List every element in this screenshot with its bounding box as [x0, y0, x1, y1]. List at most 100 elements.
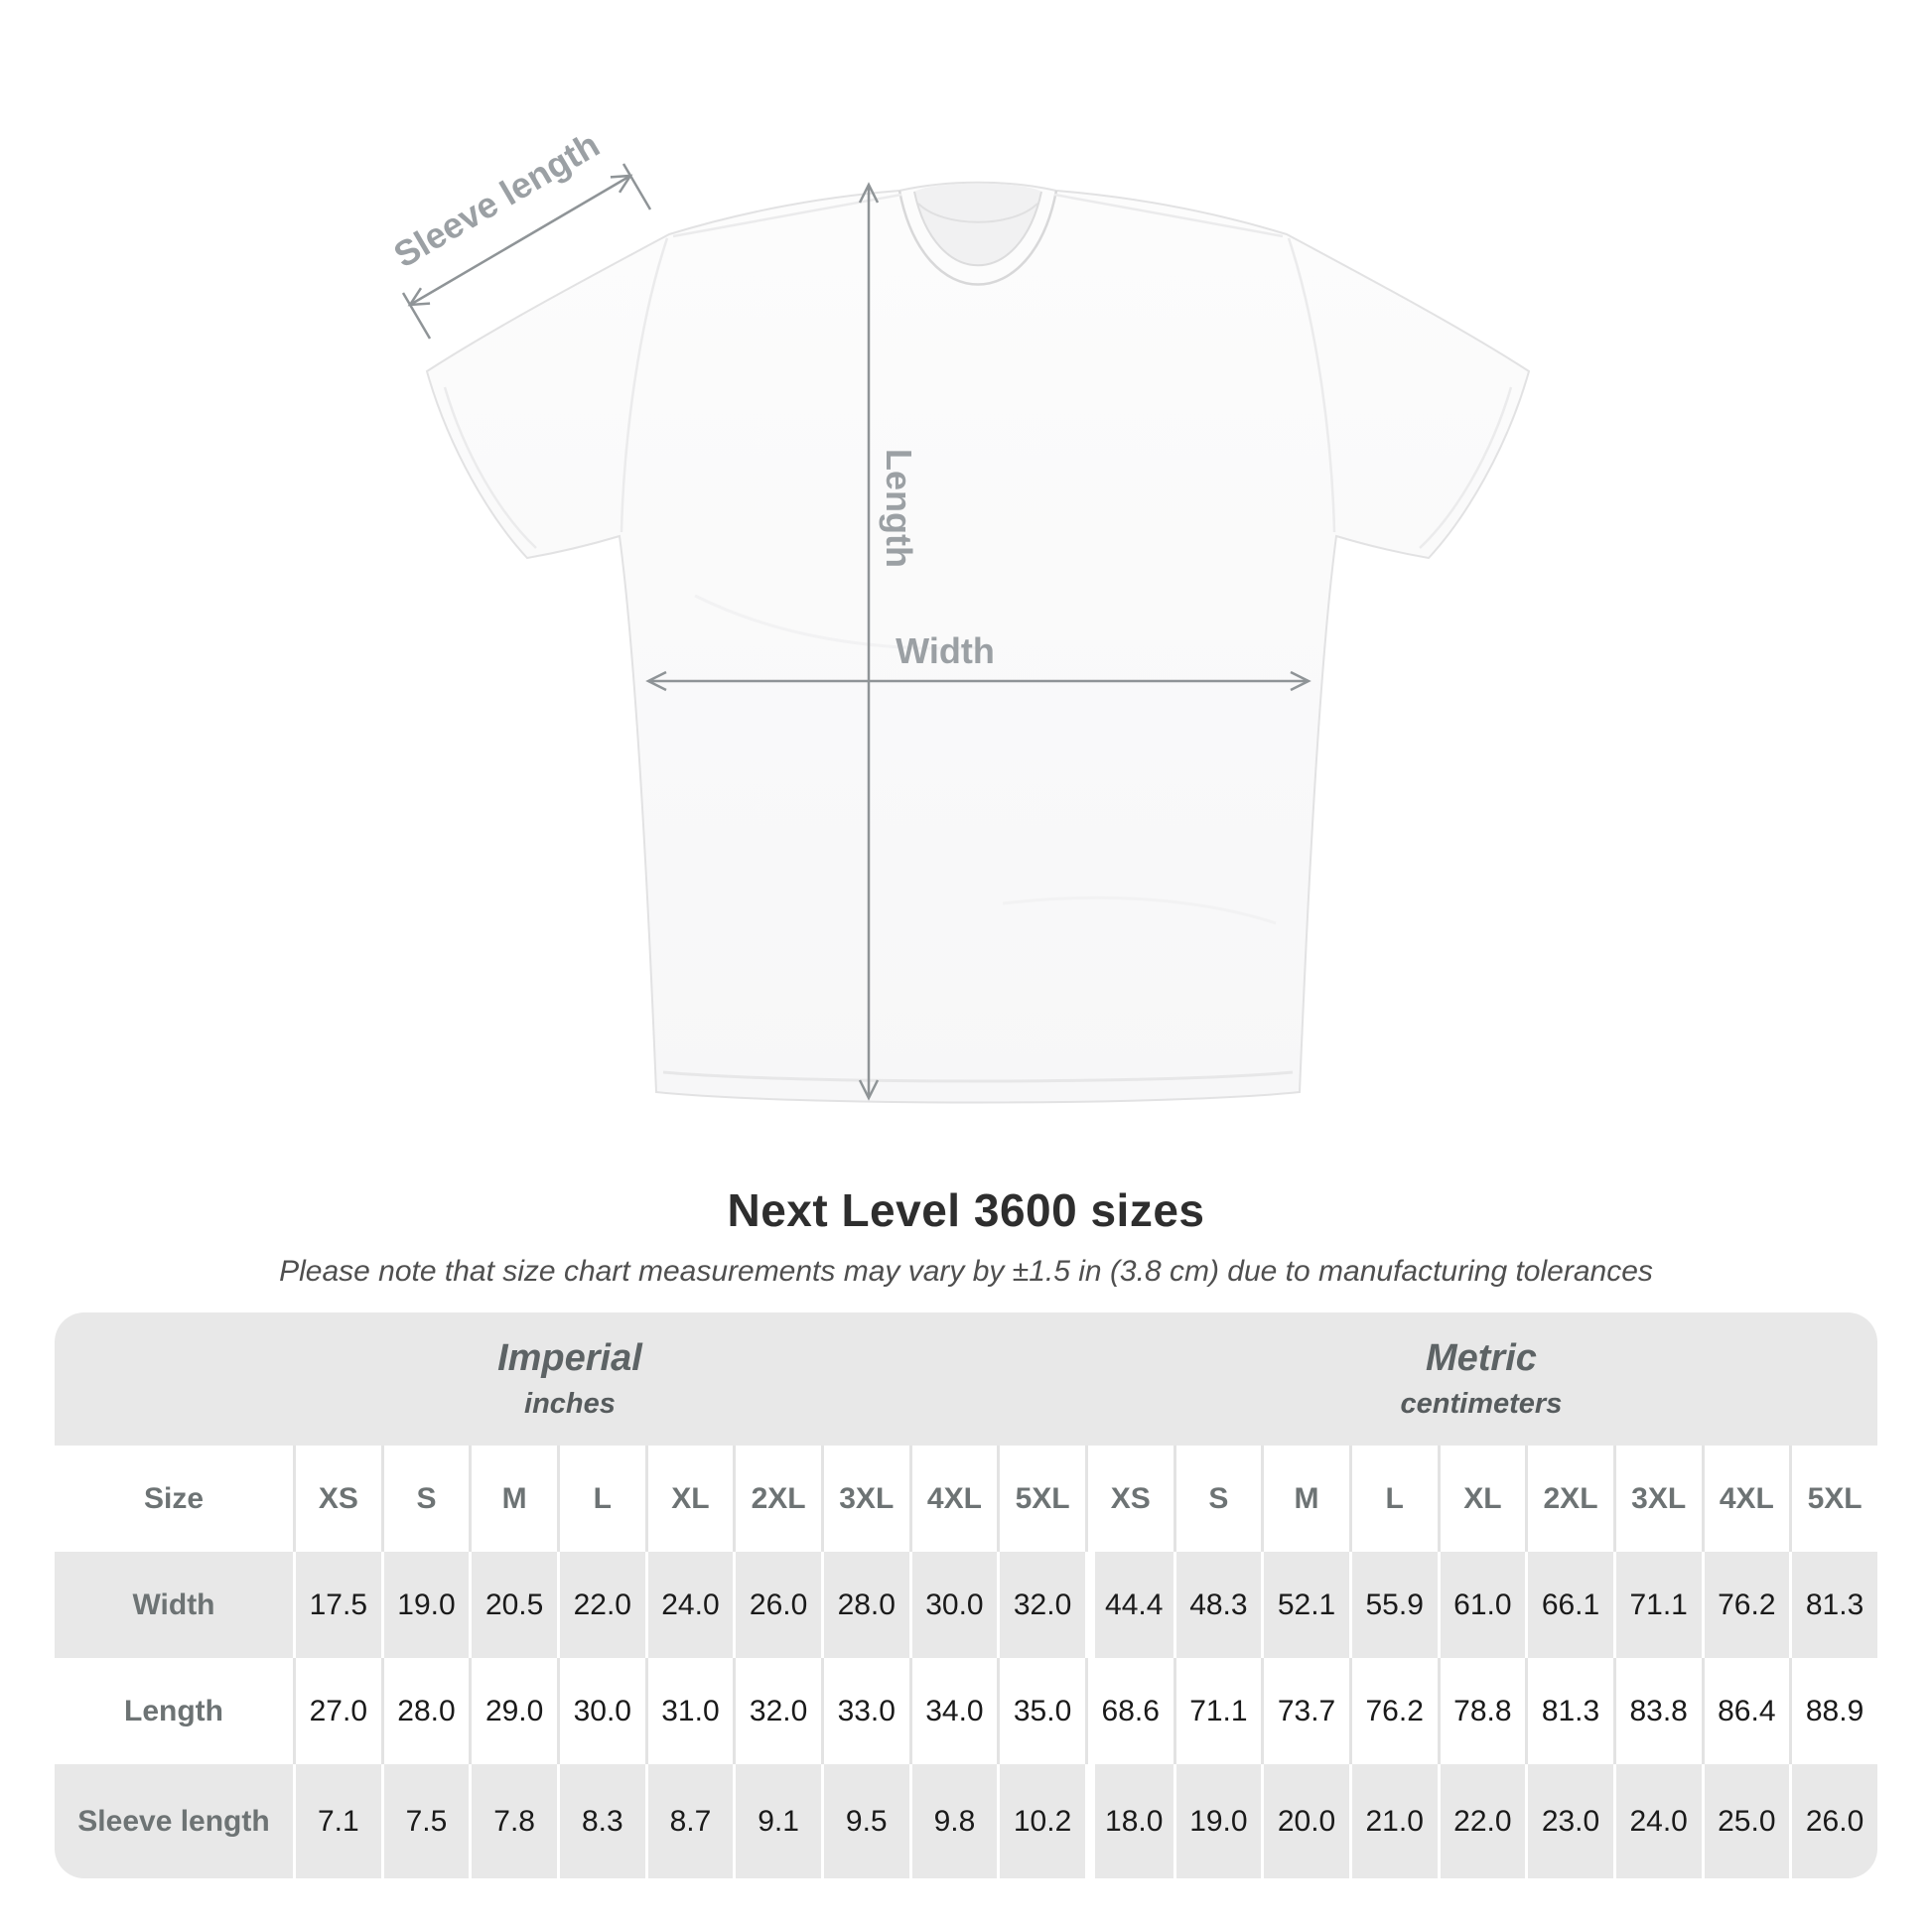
size-value-cell: 24.0 — [1612, 1764, 1702, 1878]
size-value-cell: 10.2 — [997, 1764, 1085, 1878]
size-value-cell: 44.4 — [1084, 1552, 1173, 1658]
left-cuff-stitch — [443, 386, 537, 549]
sleeve-length-tick — [401, 292, 432, 340]
column-header: L — [556, 1446, 645, 1552]
size-value-cell: 83.8 — [1612, 1658, 1702, 1764]
column-header: 2XL — [733, 1446, 821, 1552]
metric-group-header: Metric centimeters — [1084, 1312, 1877, 1446]
row-label-length: Length — [124, 1694, 223, 1727]
tshirt-body — [425, 181, 1531, 1104]
right-sleeve-seam — [1287, 237, 1336, 533]
column-header: XS — [1084, 1446, 1173, 1552]
size-value-cell: 28.0 — [380, 1658, 470, 1764]
sleeve-length-row: Sleeve length 7.1 7.5 7.8 8.3 8.7 9.1 9.… — [55, 1764, 1877, 1878]
length-row: Length 27.0 28.0 29.0 30.0 31.0 32.0 33.… — [55, 1658, 1877, 1764]
size-value-cell: 25.0 — [1701, 1764, 1790, 1878]
column-header: M — [1261, 1446, 1349, 1552]
column-header: 4XL — [908, 1446, 998, 1552]
size-value-cell: 8.7 — [644, 1764, 734, 1878]
size-value-cell: 73.7 — [1261, 1658, 1349, 1764]
size-value-cell: 81.3 — [1789, 1552, 1877, 1658]
column-header: 3XL — [1612, 1446, 1702, 1552]
page-title: Next Level 3600 sizes — [727, 1184, 1205, 1236]
collar-opening — [914, 183, 1041, 266]
column-header: 4XL — [1701, 1446, 1790, 1552]
size-value-cell: 81.3 — [1525, 1658, 1613, 1764]
column-header: S — [380, 1446, 470, 1552]
column-header: XL — [1437, 1446, 1526, 1552]
size-value-cell: 32.0 — [733, 1658, 821, 1764]
size-value-cell: 7.5 — [380, 1764, 470, 1878]
column-header: XL — [644, 1446, 734, 1552]
sleeve-length-tick — [621, 163, 652, 210]
column-header: 5XL — [1789, 1446, 1877, 1552]
size-value-cell: 33.0 — [820, 1658, 909, 1764]
left-sleeve-seam — [620, 237, 669, 533]
size-value-cell: 86.4 — [1701, 1658, 1790, 1764]
size-value-cell: 34.0 — [908, 1658, 998, 1764]
column-header: L — [1348, 1446, 1438, 1552]
width-label: Width — [896, 630, 995, 671]
size-value-cell: 7.1 — [293, 1764, 381, 1878]
collar-back-seam — [917, 203, 1038, 223]
size-value-cell: 26.0 — [733, 1552, 821, 1658]
size-value-cell: 8.3 — [556, 1764, 645, 1878]
hem-stitch — [662, 1070, 1294, 1083]
right-cuff-stitch — [1419, 386, 1513, 549]
column-header: S — [1173, 1446, 1262, 1552]
size-value-cell: 76.2 — [1348, 1658, 1438, 1764]
size-value-cell: 61.0 — [1437, 1552, 1526, 1658]
size-value-cell: 66.1 — [1525, 1552, 1613, 1658]
tolerance-note: Please note that size chart measurements… — [279, 1255, 1653, 1288]
metric-unit-label: centimeters — [1400, 1388, 1563, 1421]
collar-inner-edge — [913, 191, 1042, 266]
size-value-cell: 27.0 — [293, 1658, 381, 1764]
size-value-cell: 22.0 — [556, 1552, 645, 1658]
unit-header-row: Imperial inches Metric centimeters — [55, 1312, 1877, 1446]
size-value-cell: 52.1 — [1261, 1552, 1349, 1658]
size-table: Imperial inches Metric centimeters Size … — [55, 1312, 1877, 1878]
sleeve-length-label: Sleeve length — [387, 124, 607, 276]
imperial-label: Imperial — [497, 1336, 642, 1379]
column-header: XS — [293, 1446, 381, 1552]
size-value-cell: 55.9 — [1348, 1552, 1438, 1658]
sleeve-length-dimension-line — [407, 174, 633, 307]
size-value-cell: 31.0 — [644, 1658, 734, 1764]
size-value-cell: 24.0 — [644, 1552, 734, 1658]
size-value-cell: 21.0 — [1348, 1764, 1438, 1878]
size-value-cell: 76.2 — [1701, 1552, 1790, 1658]
fabric-wrinkle — [1002, 896, 1277, 925]
size-value-cell: 35.0 — [997, 1658, 1085, 1764]
size-value-cell: 30.0 — [908, 1552, 998, 1658]
metric-label: Metric — [1425, 1336, 1537, 1379]
column-header: 2XL — [1525, 1446, 1613, 1552]
size-value-cell: 68.6 — [1084, 1658, 1173, 1764]
column-header: M — [469, 1446, 557, 1552]
size-value-cell: 32.0 — [997, 1552, 1085, 1658]
collar-outer-edge — [897, 190, 1058, 286]
size-column-header: Size — [55, 1446, 293, 1552]
right-shoulder-seam — [1053, 193, 1284, 238]
imperial-unit-label: inches — [524, 1388, 616, 1421]
size-table-container: Imperial inches Metric centimeters Size … — [55, 1312, 1877, 1878]
size-value-cell: 19.0 — [380, 1552, 470, 1658]
size-value-cell: 26.0 — [1789, 1764, 1877, 1878]
size-header-row: Size XS S M L XL 2XL 3XL 4XL 5XL XS S M … — [55, 1446, 1877, 1552]
size-value-cell: 19.0 — [1173, 1764, 1262, 1878]
size-value-cell: 71.1 — [1173, 1658, 1262, 1764]
size-value-cell: 48.3 — [1173, 1552, 1262, 1658]
size-value-cell: 22.0 — [1437, 1764, 1526, 1878]
size-value-cell: 20.0 — [1261, 1764, 1349, 1878]
size-value-cell: 17.5 — [293, 1552, 381, 1658]
size-value-cell: 20.5 — [469, 1552, 557, 1658]
size-value-cell: 78.8 — [1437, 1658, 1526, 1764]
tshirt-mockup — [425, 181, 1531, 1104]
size-value-cell: 30.0 — [556, 1658, 645, 1764]
tshirt-measurement-diagram: Sleeve length Length Width — [387, 124, 1531, 1104]
row-label-sleeve-length: Sleeve length — [55, 1764, 293, 1878]
width-row: Width 17.5 19.0 20.5 22.0 24.0 26.0 28.0… — [55, 1552, 1877, 1658]
length-label: Length — [879, 449, 919, 568]
size-value-cell: 9.8 — [908, 1764, 998, 1878]
column-header: 5XL — [997, 1446, 1085, 1552]
